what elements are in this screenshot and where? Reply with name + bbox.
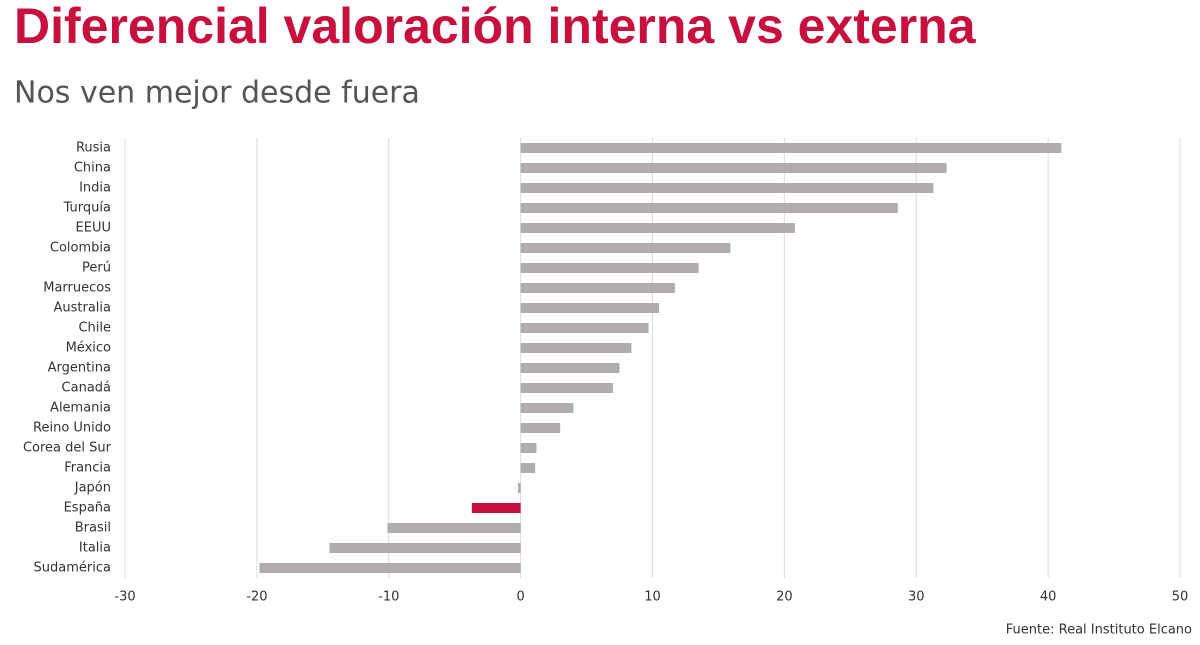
bar — [520, 303, 660, 313]
y-tick-label: Sudamérica — [34, 561, 111, 576]
bar — [520, 163, 947, 173]
bar — [520, 343, 632, 353]
x-tick-label: -20 — [246, 590, 267, 605]
x-tick-label: 10 — [644, 590, 661, 605]
source-note: Fuente: Real Instituto Elcano — [1006, 623, 1192, 638]
bar — [387, 523, 521, 533]
x-tick-label: 40 — [1040, 590, 1057, 605]
y-tick-label: Italia — [79, 541, 111, 556]
y-tick-label: Marruecos — [43, 281, 111, 296]
bar — [520, 363, 620, 373]
bar — [520, 203, 898, 213]
bar — [517, 483, 521, 493]
y-tick-label: Perú — [82, 261, 111, 276]
y-tick-label: Francia — [64, 461, 111, 476]
y-tick-label: China — [74, 161, 111, 176]
y-tick-label: España — [64, 501, 111, 516]
x-tick-label: 0 — [516, 590, 524, 605]
x-tick-label: 20 — [776, 590, 793, 605]
y-tick-label: EEUU — [76, 221, 111, 236]
y-tick-label: Canadá — [62, 381, 111, 396]
y-tick-label: Japón — [74, 481, 111, 496]
y-tick-label: México — [66, 341, 111, 356]
bar — [520, 323, 649, 333]
y-tick-label: Rusia — [76, 141, 111, 156]
bar — [329, 543, 521, 553]
bar — [520, 383, 613, 393]
x-tick-label: 50 — [1172, 590, 1189, 605]
y-tick-label: Argentina — [48, 361, 111, 376]
y-tick-label: Colombia — [50, 241, 111, 256]
bar — [520, 283, 675, 293]
bar — [520, 423, 561, 433]
y-tick-label: Reino Unido — [33, 421, 111, 436]
y-tick-label: Brasil — [75, 521, 111, 536]
y-tick-label: Australia — [53, 301, 111, 316]
bar — [520, 223, 795, 233]
bar — [259, 563, 521, 573]
bar — [471, 503, 521, 513]
bar — [520, 143, 1062, 153]
x-tick-label: -10 — [378, 590, 399, 605]
y-tick-label: Corea del Sur — [23, 441, 112, 456]
bar — [520, 183, 934, 193]
bar — [520, 443, 537, 453]
y-tick-label: India — [79, 181, 111, 196]
x-tick-label: -30 — [114, 590, 135, 605]
bar — [520, 403, 574, 413]
bar — [520, 463, 536, 473]
bar — [520, 243, 731, 253]
chart-title: Diferencial valoración interna vs extern… — [14, 0, 977, 54]
y-tick-label: Chile — [78, 321, 111, 336]
bar — [520, 263, 699, 273]
y-tick-label: Alemania — [50, 401, 111, 416]
chart-subtitle: Nos ven mejor desde fuera — [14, 76, 420, 111]
y-tick-label: Turquía — [63, 201, 111, 216]
x-tick-label: 30 — [908, 590, 925, 605]
